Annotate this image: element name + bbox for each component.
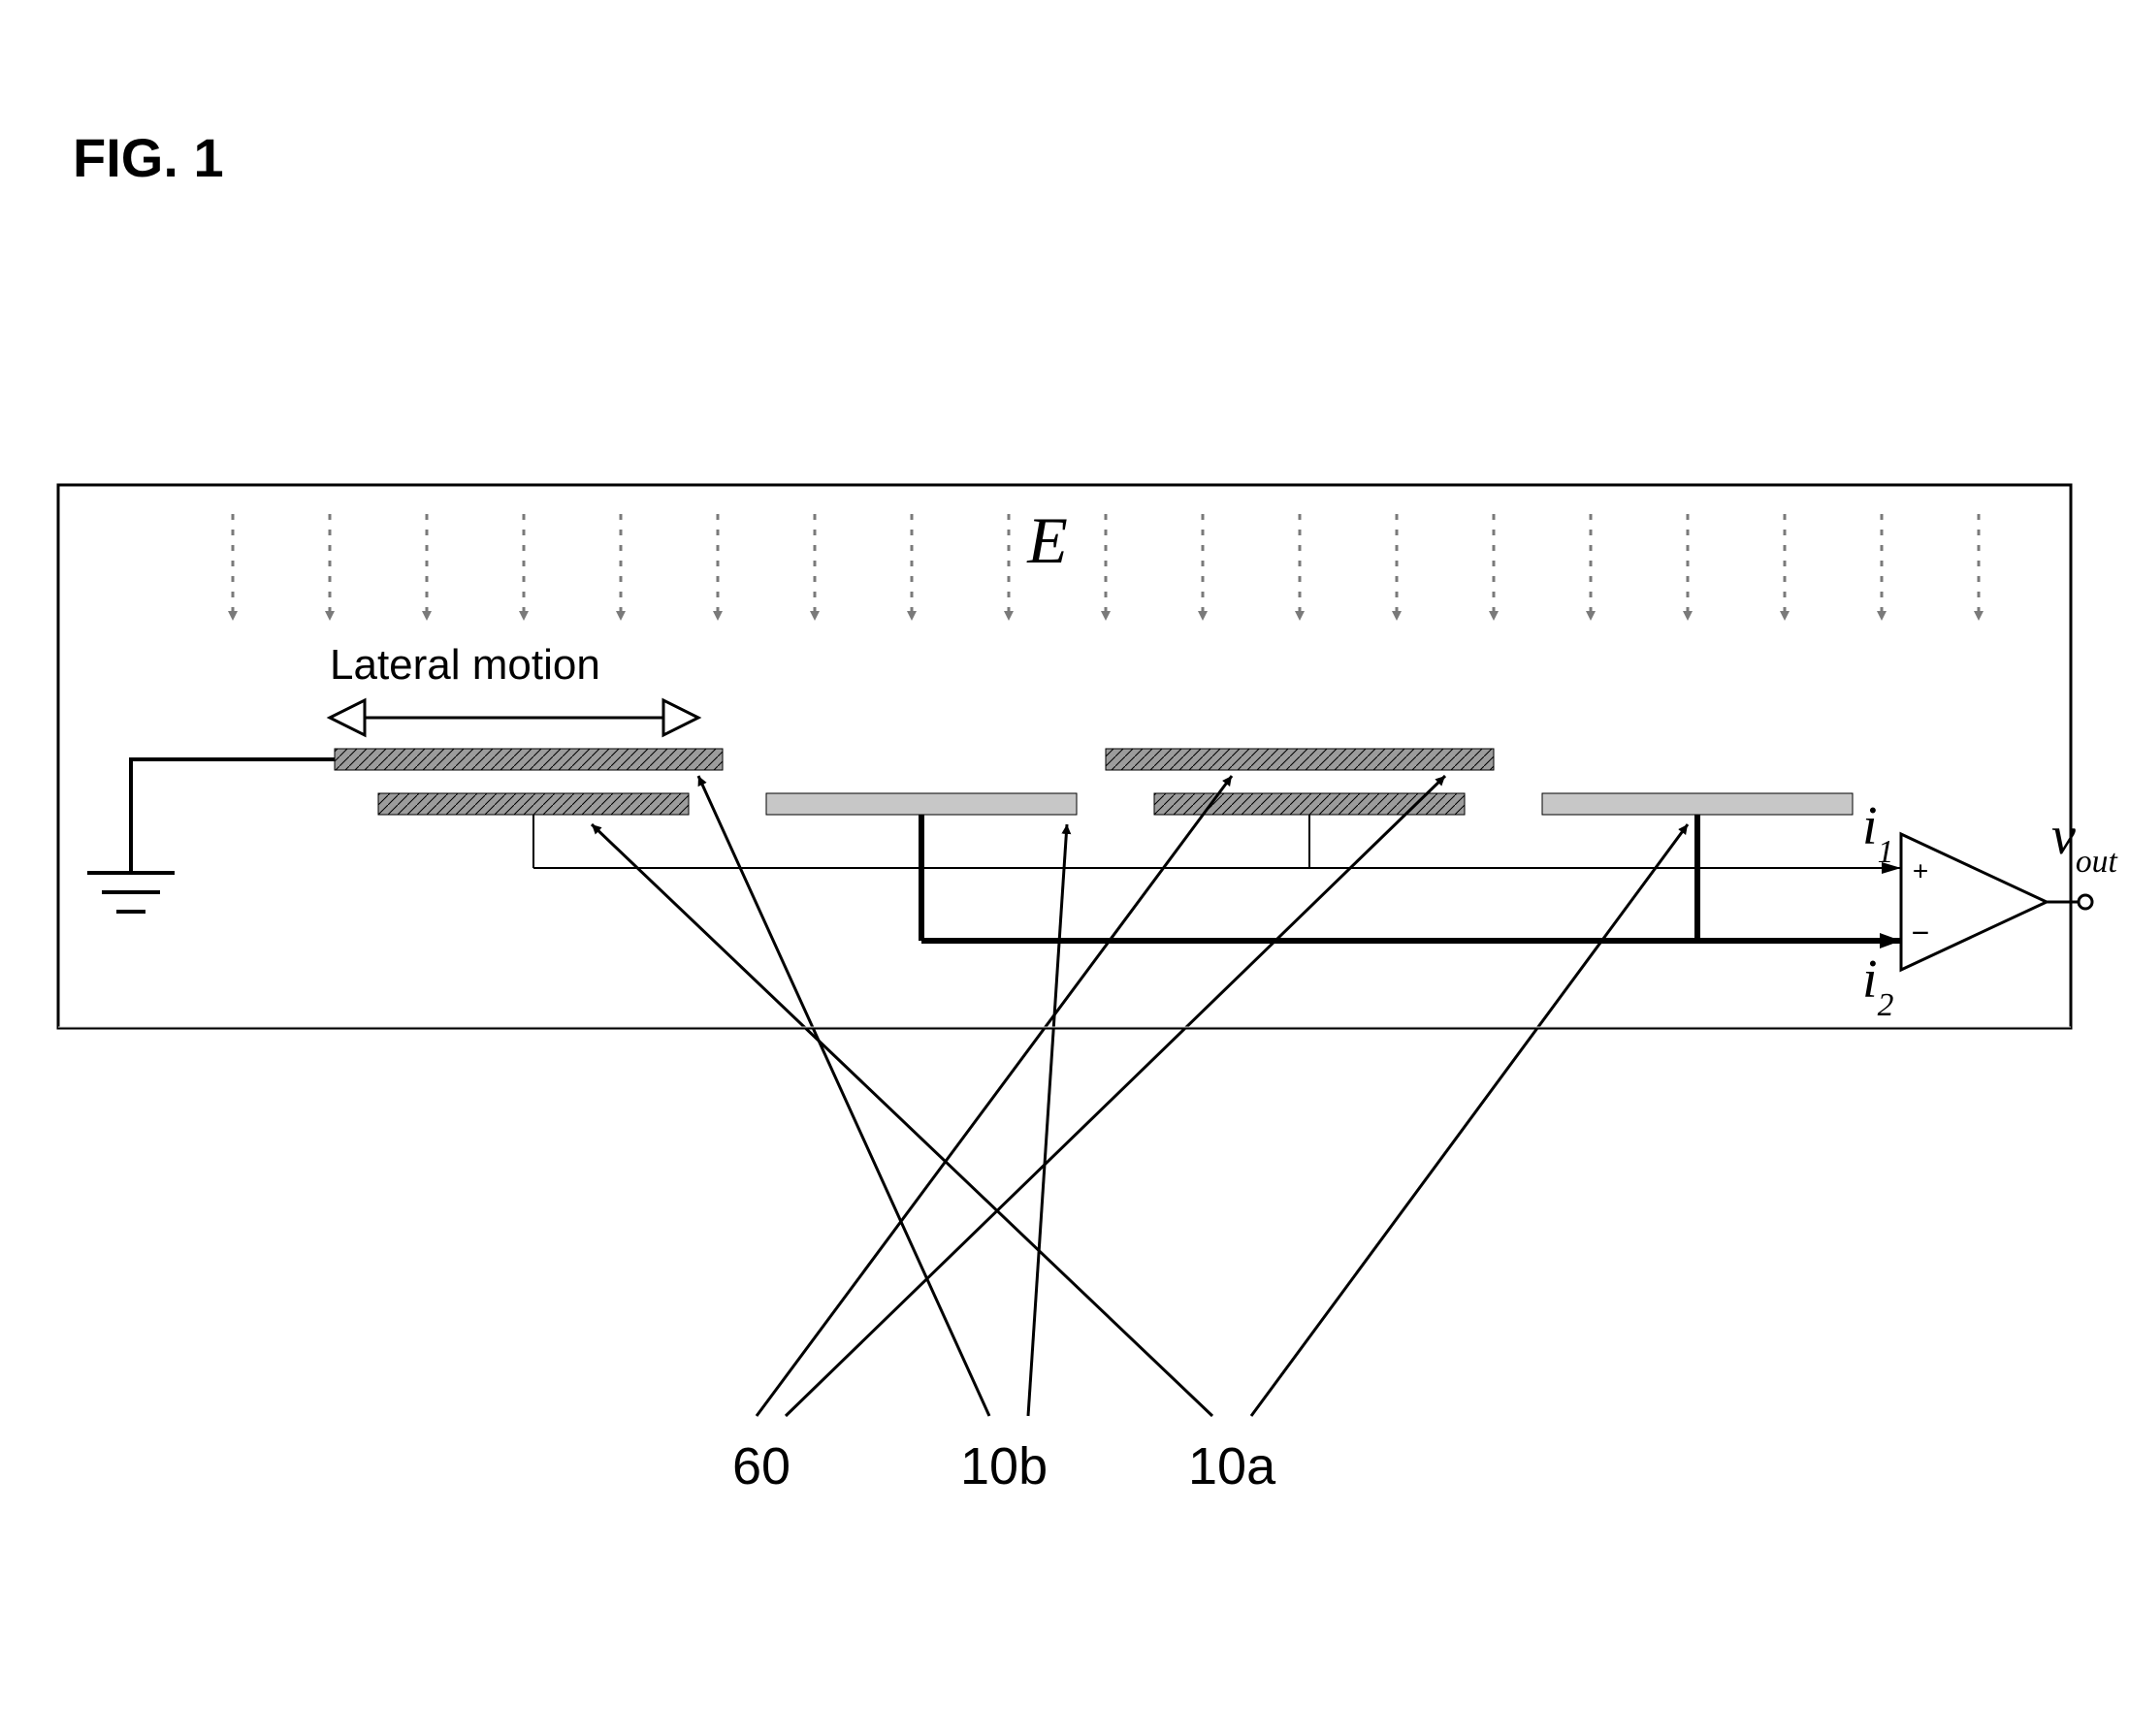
diagram-svg: E Lateral motion + − i1 i2 vout 60 10b 10a — [0, 0, 2129, 1736]
svg-text:10b: 10b — [960, 1437, 1048, 1495]
svg-text:+: + — [1913, 855, 1928, 885]
svg-text:−: − — [1912, 915, 1930, 949]
svg-text:i2: i2 — [1862, 949, 1894, 1023]
svg-text:60: 60 — [732, 1437, 790, 1495]
svg-text:10a: 10a — [1188, 1437, 1276, 1495]
svg-text:i1: i1 — [1862, 796, 1893, 870]
svg-text:Lateral motion: Lateral motion — [330, 641, 600, 689]
figure-container: FIG. 1 ELateral motion+−i1i2vout6010b10a — [0, 0, 2129, 1736]
svg-text:vout: vout — [2051, 806, 2117, 880]
svg-text:E: E — [1026, 503, 1068, 577]
